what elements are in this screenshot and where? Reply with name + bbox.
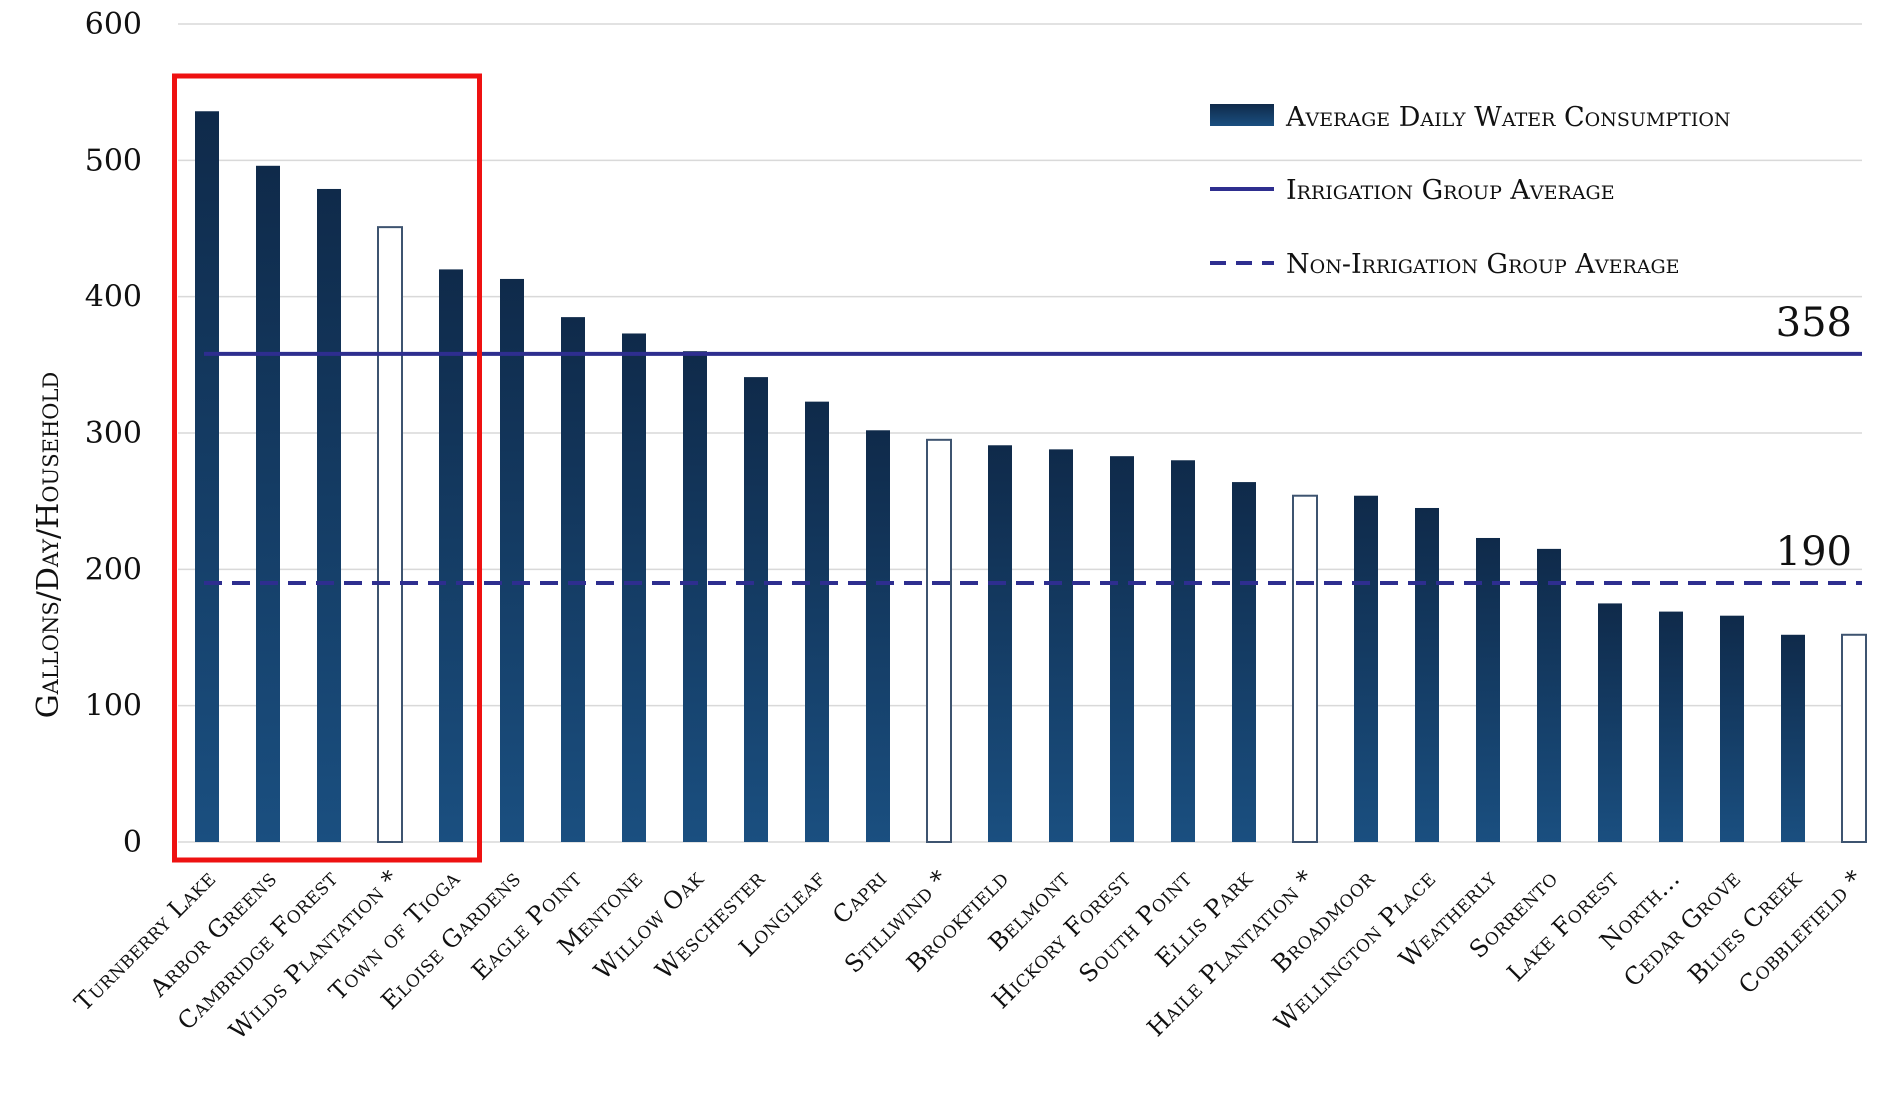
bar xyxy=(988,445,1012,842)
legend: Average Daily Water Consumption Irrigati… xyxy=(1210,102,1731,280)
bars xyxy=(195,111,1867,844)
bar xyxy=(1720,615,1744,842)
bar xyxy=(439,269,463,842)
bar xyxy=(1841,633,1867,843)
highlight-box xyxy=(172,73,482,863)
reference-line-value: 190 xyxy=(1776,529,1852,575)
y-axis-ticks: 0 100 200 300 400 500 600 xyxy=(85,7,142,860)
reference-line-value: 358 xyxy=(1776,300,1852,346)
y-tick-label: 400 xyxy=(85,280,142,315)
y-tick-label: 200 xyxy=(85,552,142,587)
bar xyxy=(1781,634,1805,842)
bar xyxy=(1292,494,1318,843)
legend-bar-swatch xyxy=(1210,104,1274,126)
y-axis-label: Gallons/Day/Household xyxy=(31,372,66,719)
bar xyxy=(866,430,890,842)
bar xyxy=(317,188,341,843)
bar xyxy=(1110,456,1134,842)
bar xyxy=(1659,611,1683,842)
legend-bar-label: Average Daily Water Consumption xyxy=(1285,102,1731,133)
bar xyxy=(1232,482,1256,842)
bar xyxy=(256,165,280,842)
bar xyxy=(622,333,646,842)
bar xyxy=(1476,537,1500,842)
bar xyxy=(926,438,952,843)
bar xyxy=(1415,507,1439,842)
legend-irrigation-label: Irrigation Group Average xyxy=(1286,175,1615,206)
bar xyxy=(1049,449,1073,842)
highlight-rectangle xyxy=(172,73,482,863)
bar xyxy=(1598,603,1622,842)
y-tick-label: 0 xyxy=(123,825,142,860)
bar xyxy=(744,377,768,842)
y-tick-label: 100 xyxy=(85,689,142,724)
bar xyxy=(195,111,219,842)
bar xyxy=(561,317,585,842)
bar xyxy=(377,226,403,844)
bar xyxy=(805,401,829,842)
bar xyxy=(500,278,524,842)
y-tick-label: 600 xyxy=(85,7,142,42)
legend-non-irrigation-label: Non-Irrigation Group Average xyxy=(1286,249,1680,280)
bar xyxy=(1537,548,1561,842)
bar xyxy=(1171,460,1195,842)
bar xyxy=(683,351,707,842)
bar xyxy=(1354,495,1378,842)
y-tick-label: 500 xyxy=(85,143,142,178)
y-tick-label: 300 xyxy=(85,416,142,451)
